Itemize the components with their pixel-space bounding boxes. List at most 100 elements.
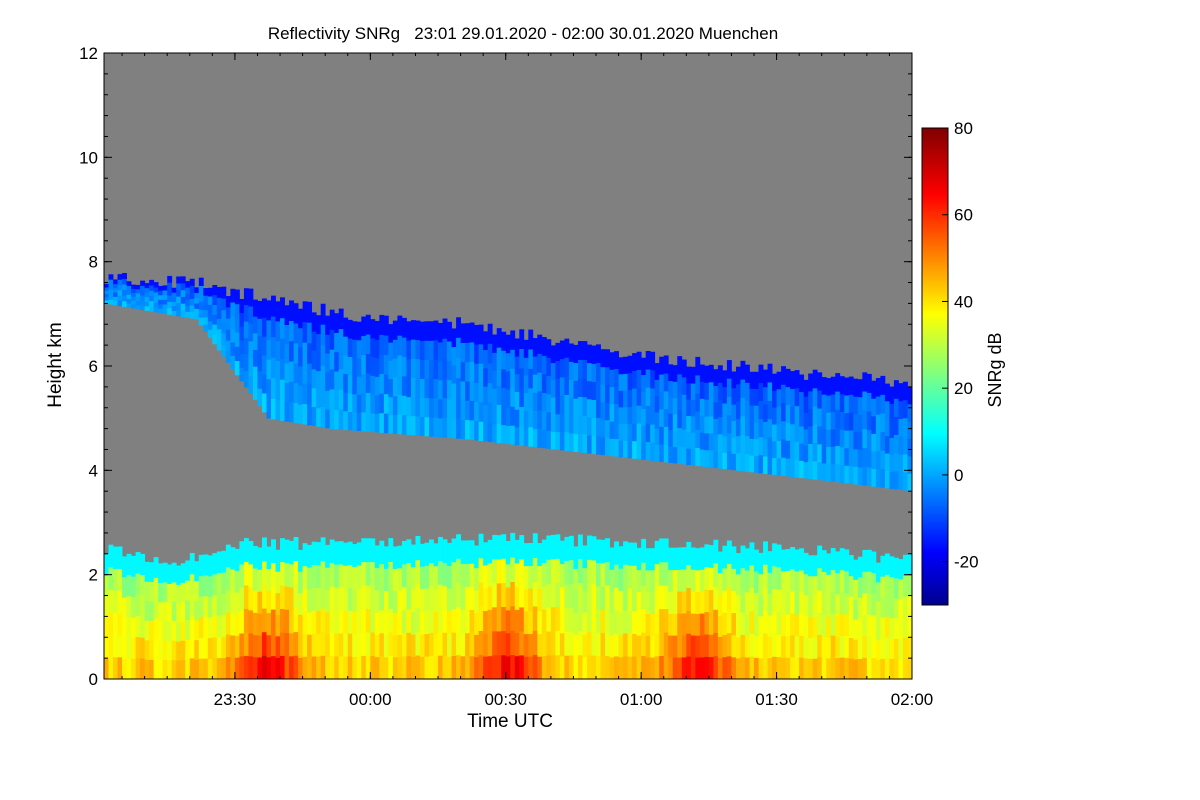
heatmap-cell [257,657,263,679]
heatmap-cell [853,659,859,679]
heatmap-cell [352,634,358,657]
heatmap-cell [429,359,434,380]
heatmap-cell [374,376,380,396]
heatmap-cell [167,602,173,623]
heatmap-cell [167,282,173,290]
heatmap-cell [424,542,430,566]
heatmap-cell [596,435,601,455]
heatmap-cell [636,369,642,388]
heatmap-cell [866,392,872,412]
heatmap-cell [221,344,227,357]
heatmap-cell [456,317,461,338]
heatmap-cell [654,563,660,588]
heatmap-cell [401,632,407,657]
heatmap-cell [216,287,222,298]
heatmap-cell [198,293,204,302]
heatmap-cell [830,635,836,658]
heatmap-cell [654,632,660,657]
heatmap-cell [185,639,191,660]
heatmap-cell [808,617,814,639]
heatmap-cell [185,619,191,640]
heatmap-cell [379,334,385,355]
heatmap-cell [415,583,421,608]
heatmap-cell [821,463,827,481]
heatmap-cell [794,405,800,424]
heatmap-cell [681,446,687,465]
heatmap-cell [415,535,421,561]
heatmap-cell [108,289,114,295]
heatmap-cell [817,656,823,679]
heatmap-cell [456,357,461,379]
heatmap-cell [758,364,764,384]
heatmap-cell [483,542,489,566]
heatmap-cell [198,596,204,618]
heatmap-cell [429,378,434,399]
heatmap-cell [397,656,403,679]
heatmap-cell [880,394,886,414]
heatmap-cell [717,572,723,595]
heatmap-cell [343,656,349,679]
heatmap-cell [361,373,367,394]
heatmap-cell [496,328,502,348]
heatmap-cell [555,360,561,379]
heatmap-cell [740,656,746,679]
heatmap-cell [573,344,579,364]
heatmap-cell [257,591,263,614]
heatmap-cell [302,565,308,589]
heatmap-cell [568,655,574,679]
heatmap-cell [307,656,313,679]
heatmap-cell [478,343,484,364]
heatmap-cell [388,414,394,434]
heatmap-cell [234,332,240,347]
heatmap-cell [605,437,610,456]
heatmap-cell [636,405,642,424]
heatmap-cell [338,610,344,634]
heatmap-cell [383,315,389,336]
heatmap-cell [699,613,705,636]
heatmap-cell [636,569,642,592]
heatmap-cell [275,635,281,658]
heatmap-cell [356,610,362,634]
heatmap-cell [672,414,678,431]
heatmap-cell [203,302,209,311]
heatmap-cell [171,306,177,311]
heatmap-cell [848,376,854,395]
heatmap-cell [857,658,863,679]
heatmap-cell [772,611,777,635]
heatmap-cell [496,631,502,656]
heatmap-cell [857,414,863,433]
heatmap-cell [447,360,452,381]
heatmap-cell [374,656,380,679]
heatmap-cell [523,656,529,679]
heatmap-cell [907,438,912,457]
heatmap-cell [862,372,868,392]
heatmap-cell [853,579,859,600]
heatmap-cell [216,308,222,319]
heatmap-cell [889,617,895,639]
heatmap-cell [857,638,863,660]
heatmap-cell [189,278,195,286]
heatmap-cell [352,566,358,590]
heatmap-cell [361,655,367,679]
heatmap-cell [474,590,480,613]
heatmap-cell [383,656,389,679]
heatmap-cell [239,610,245,634]
heatmap-cell [663,408,669,427]
heatmap-cell [781,657,786,679]
heatmap-cell [659,391,665,410]
heatmap-cell [848,596,854,618]
heatmap-cell [176,641,182,661]
heatmap-cell [365,538,371,563]
heatmap-cell [686,541,692,566]
heatmap-cell [875,432,881,451]
heatmap-cell [126,616,132,638]
heatmap-cell [672,591,678,614]
heatmap-cell [731,437,737,454]
heatmap-cell [708,545,714,568]
heatmap-cell [415,631,421,656]
heatmap-cell [614,438,619,457]
heatmap-cell [383,413,389,434]
heatmap-cell [203,616,209,638]
heatmap-cell [654,395,660,413]
heatmap-cell [198,285,204,294]
